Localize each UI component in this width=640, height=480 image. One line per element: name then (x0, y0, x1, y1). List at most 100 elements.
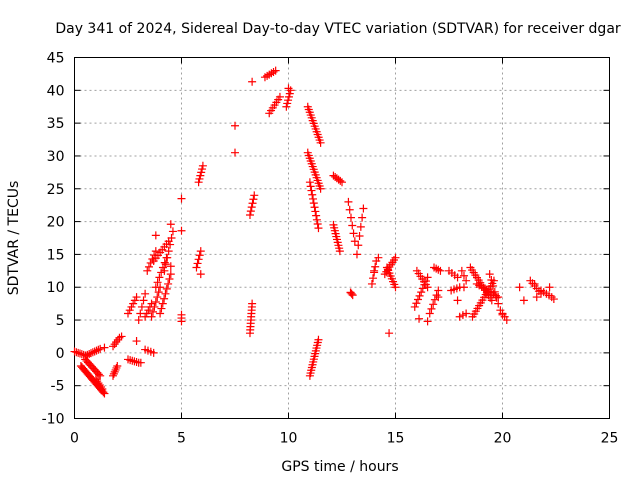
data-point (434, 293, 443, 302)
data-point (124, 355, 132, 364)
data-point (110, 367, 119, 376)
data-point (76, 349, 85, 358)
data-point (139, 296, 148, 305)
data-points (70, 66, 558, 398)
data-point (306, 182, 315, 191)
data-point (346, 288, 355, 297)
data-point (347, 289, 356, 298)
x-tick-label: 15 (387, 431, 405, 447)
data-point (519, 296, 528, 305)
data-point (352, 250, 361, 259)
axis-ticks: 0 5 10 15 20 25 -10 -5 0 5 10 15 20 25 30 35 40 45 (42, 51, 619, 447)
data-point (136, 358, 145, 367)
x-tick-label: 0 (70, 431, 79, 447)
data-point (367, 279, 376, 288)
x-tick-label: 20 (494, 431, 512, 447)
data-point (160, 258, 169, 267)
data-point (161, 260, 170, 269)
data-point (423, 273, 432, 282)
data-point (155, 273, 164, 282)
data-point (283, 99, 292, 108)
data-point (151, 297, 160, 306)
data-point (72, 348, 81, 357)
data-point (345, 205, 354, 214)
data-point (453, 296, 462, 305)
data-point (231, 121, 239, 130)
data-point (250, 191, 259, 200)
data-point (492, 293, 501, 302)
data-point (344, 197, 353, 206)
data-point (160, 294, 169, 303)
y-axis-label: SDTVAR / TECUs (6, 181, 22, 296)
data-point (132, 358, 141, 367)
data-point (177, 226, 186, 235)
chart-title: Day 341 of 2024, Sidereal Day-to-day VTE… (55, 21, 621, 37)
data-point (87, 349, 96, 358)
data-point (314, 224, 323, 233)
data-point (453, 273, 462, 282)
data-point (275, 92, 284, 101)
data-point (166, 240, 175, 249)
data-point (177, 194, 186, 203)
data-point (144, 262, 153, 271)
data-point (147, 312, 156, 321)
y-tick-label: -10 (42, 412, 65, 428)
data-point (335, 247, 344, 256)
data-point (417, 288, 426, 297)
data-point (354, 241, 363, 250)
data-point (356, 222, 365, 231)
y-tick-label: -5 (51, 379, 65, 395)
x-tick-label: 10 (280, 431, 298, 447)
data-point (307, 186, 316, 195)
data-point (350, 237, 359, 246)
data-point (128, 356, 137, 365)
data-point (247, 203, 256, 212)
data-point (313, 219, 322, 228)
data-point (164, 247, 173, 256)
data-point (197, 168, 206, 177)
data-point (167, 234, 176, 242)
y-tick-label: 5 (56, 313, 65, 329)
data-point (462, 276, 471, 285)
y-tick-label: 35 (47, 116, 65, 132)
data-point (150, 302, 159, 311)
data-point (359, 204, 368, 213)
data-point (309, 194, 318, 203)
data-point (166, 262, 175, 271)
data-point (149, 348, 158, 357)
data-point (545, 283, 554, 292)
data-point (153, 278, 162, 287)
data-point (194, 178, 203, 187)
data-point (316, 138, 325, 147)
data-point (166, 220, 175, 229)
data-point (153, 293, 162, 302)
data-point (427, 304, 436, 313)
data-point (195, 174, 204, 183)
data-point (161, 289, 170, 298)
data-point (109, 369, 118, 378)
data-point (429, 300, 438, 309)
data-point (137, 302, 146, 311)
data-point (113, 361, 122, 370)
data-point (249, 195, 258, 204)
data-point (117, 332, 126, 341)
data-point (129, 299, 138, 308)
data-point (338, 178, 346, 187)
data-point (134, 316, 143, 325)
data-point (432, 291, 441, 300)
data-point (94, 345, 103, 354)
data-point (284, 96, 293, 105)
data-point (432, 264, 441, 273)
data-point (144, 306, 153, 315)
data-point (489, 281, 498, 290)
data-point (142, 309, 151, 318)
y-tick-label: 15 (47, 247, 65, 263)
data-point (83, 350, 92, 359)
data-point (100, 343, 109, 352)
data-point (246, 207, 255, 216)
data-point (109, 371, 118, 380)
data-point (196, 171, 205, 180)
data-point (158, 299, 167, 308)
data-point (124, 309, 132, 318)
